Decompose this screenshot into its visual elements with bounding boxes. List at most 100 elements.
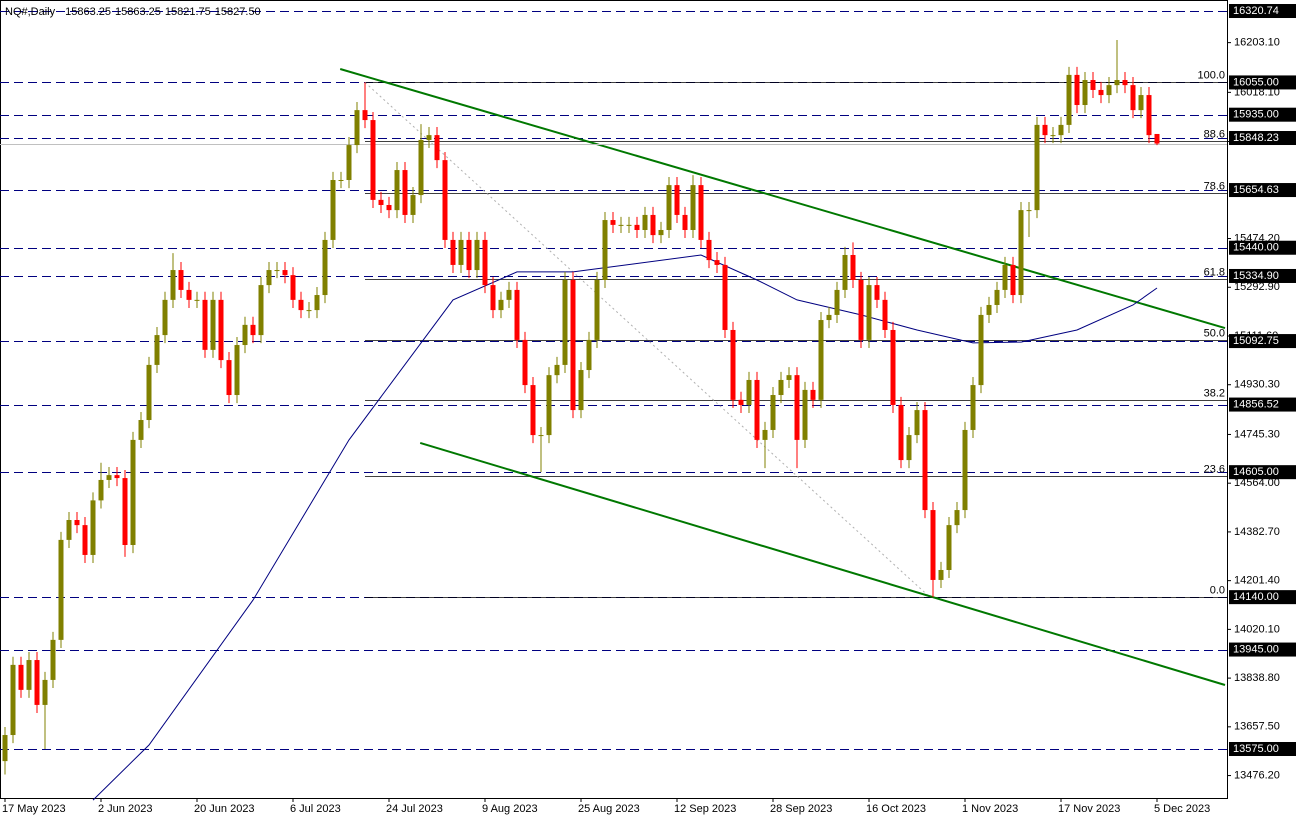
candle-body <box>730 329 736 400</box>
candle-body <box>938 569 944 580</box>
candle-body <box>26 660 32 690</box>
candle-body <box>346 145 352 181</box>
candle-body <box>490 285 496 311</box>
level-label: 15440.00 <box>1233 242 1279 254</box>
candle-body <box>66 520 72 540</box>
candle-body <box>850 254 856 280</box>
candle-body <box>602 220 608 280</box>
candle-body <box>986 304 992 315</box>
fib-line <box>364 82 931 598</box>
candle-body <box>826 314 832 321</box>
candle-body <box>1106 85 1112 96</box>
candle-body <box>42 679 48 705</box>
candle-body <box>1042 124 1048 136</box>
candle-body <box>290 275 296 300</box>
fib-label: 100.0 <box>1197 69 1225 81</box>
candle-body <box>130 439 136 545</box>
level-label: 16055.00 <box>1233 76 1279 88</box>
level-label: 13575.00 <box>1233 743 1279 755</box>
candle-body <box>890 329 896 405</box>
candle-body <box>394 170 400 211</box>
level-box <box>1229 131 1296 146</box>
level-box <box>1229 240 1296 255</box>
candle-body <box>154 335 160 365</box>
candle-body <box>538 435 544 437</box>
fib-label: 61.8 <box>1204 266 1225 278</box>
candle-body <box>242 324 248 346</box>
candle-body <box>282 270 288 276</box>
candle-body <box>402 170 408 215</box>
candle-body <box>594 279 600 340</box>
plot-frame <box>0 0 1228 799</box>
candle-body <box>562 279 568 365</box>
candle-body <box>218 299 224 361</box>
fib-label: 88.6 <box>1204 128 1225 140</box>
x-tick-label: 20 Jun 2023 <box>194 803 255 815</box>
header-value: 15863.25 <box>65 6 111 18</box>
candle-body <box>250 324 256 336</box>
candle-body <box>434 135 440 161</box>
x-tick-label: 1 Nov 2023 <box>962 803 1018 815</box>
x-tick-label: 6 Jul 2023 <box>290 803 341 815</box>
candle-body <box>314 295 320 311</box>
candle-body <box>34 660 40 705</box>
level-label: 15848.23 <box>1233 132 1279 144</box>
candle-body <box>1066 74 1072 125</box>
level-box <box>1229 75 1296 90</box>
candle-body <box>874 285 880 300</box>
level-label: 15654.63 <box>1233 184 1279 196</box>
candle-body <box>906 435 912 461</box>
candle-body <box>954 510 960 526</box>
header-value: 15863.25 <box>115 6 161 18</box>
candle-body <box>266 270 272 286</box>
candle-body <box>946 525 952 570</box>
candle-body <box>354 110 360 146</box>
candle-body <box>858 279 864 340</box>
candle-body <box>258 285 264 336</box>
candle-body <box>514 289 520 340</box>
candle-body <box>810 389 816 400</box>
candle-body <box>818 320 824 400</box>
candle-body <box>498 299 504 311</box>
candle-body <box>690 185 696 230</box>
candle-body <box>298 299 304 311</box>
candle-body <box>970 385 976 430</box>
candle-body <box>682 214 688 230</box>
header-value: 15821.75 <box>165 6 211 18</box>
moving-average <box>92 254 1158 801</box>
level-label: 14605.00 <box>1233 466 1279 478</box>
candle-body <box>626 224 632 226</box>
candle-body <box>914 410 920 436</box>
candle-body <box>1050 135 1056 137</box>
level-box <box>1229 397 1296 412</box>
level-label: 14856.52 <box>1233 398 1279 410</box>
candle-body <box>1146 95 1152 136</box>
candle-body <box>106 475 112 480</box>
x-tick-label: 25 Aug 2023 <box>578 803 640 815</box>
level-box <box>1229 590 1296 605</box>
candle-body <box>202 299 208 350</box>
level-label: 13945.00 <box>1233 643 1279 655</box>
candle-body <box>1034 124 1040 211</box>
candle-body <box>794 375 800 440</box>
candle-body <box>146 364 152 421</box>
candle-body <box>474 239 480 271</box>
candle-body <box>138 420 144 440</box>
candle-body <box>978 314 984 386</box>
candle-body <box>578 370 584 411</box>
candle-body <box>418 139 424 196</box>
candle-body <box>554 364 560 376</box>
candle-body <box>546 375 552 436</box>
candle-body <box>1122 80 1128 86</box>
candle-body <box>1002 264 1008 290</box>
x-tick-label: 17 May 2023 <box>2 803 66 815</box>
candle-body <box>674 185 680 215</box>
candle-body <box>834 289 840 315</box>
x-tick-label: 28 Sep 2023 <box>770 803 832 815</box>
header-value: 15827.50 <box>215 6 261 18</box>
y-tick-label: 16203.10 <box>1234 37 1280 49</box>
candle-body <box>714 260 720 265</box>
candle-body <box>338 180 344 182</box>
candle-body <box>58 539 64 640</box>
